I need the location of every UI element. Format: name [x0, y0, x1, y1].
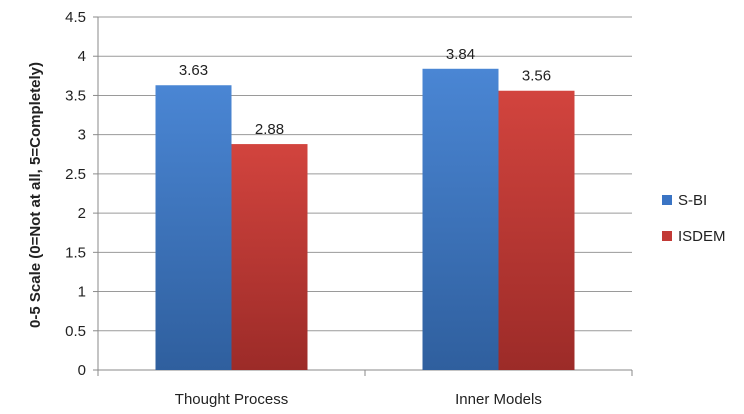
y-tick-label: 3 [78, 127, 86, 144]
y-tick-label: 0.5 [65, 323, 86, 340]
data-label: 3.84 [446, 46, 475, 63]
x-category-label: Thought Process [175, 391, 288, 408]
legend: S-BI ISDEM [662, 192, 726, 245]
x-category-label: Inner Models [455, 391, 542, 408]
legend-label: ISDEM [678, 228, 726, 245]
data-label: 3.56 [522, 68, 551, 85]
legend-swatch [662, 195, 672, 205]
bars [155, 68, 575, 371]
y-tick-label: 1 [78, 284, 86, 301]
labels: 0 0.5 1 1.5 2 2.5 3 3.5 4 4.5 3.63 2.88 Thought Proc… [65, 9, 551, 408]
y-tick-label: 3.5 [65, 87, 86, 104]
bar-s-bi [155, 85, 232, 370]
y-tick-label: 0 [78, 362, 86, 379]
data-label: 2.88 [255, 121, 284, 138]
y-tick-label: 4.5 [65, 9, 86, 26]
legend-label: S-BI [678, 192, 707, 209]
bar-isdem [231, 144, 308, 370]
bar-isdem [498, 90, 575, 370]
bar-s-bi [422, 68, 499, 371]
legend-swatch [662, 231, 672, 241]
data-label: 3.63 [179, 62, 208, 79]
y-tick-label: 1.5 [65, 244, 86, 261]
y-tick-label: 2 [78, 205, 86, 222]
y-axis-title: 0-5 Scale (0=Not at all, 5=Completely) [27, 62, 44, 328]
y-tick-label: 2.5 [65, 166, 86, 183]
y-tick-label: 4 [78, 48, 86, 65]
